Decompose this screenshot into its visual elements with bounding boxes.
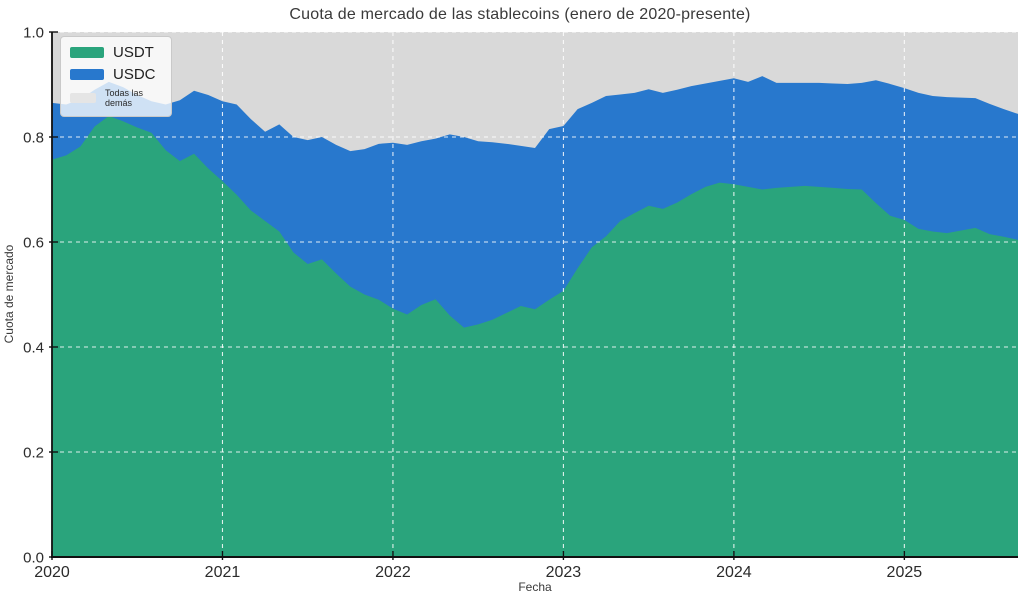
y-axis-label: Cuota de mercado: [2, 244, 16, 344]
x-tick-label: 2022: [375, 564, 411, 581]
y-tick-label: 0.6: [23, 234, 44, 251]
chart-title: Cuota de mercado de las stablecoins (ene…: [289, 6, 751, 23]
y-tick-label: 0.4: [23, 339, 44, 356]
legend: USDT USDC Todas las demás: [60, 36, 172, 117]
legend-item-others: Todas las demás: [70, 88, 162, 108]
usdc-swatch: [70, 69, 104, 80]
x-tick-label: 2021: [205, 564, 241, 581]
legend-item-usdt: USDT: [70, 44, 162, 61]
legend-label-usdt: USDT: [113, 44, 154, 61]
legend-item-usdc: USDC: [70, 66, 162, 83]
x-tick-label: 2025: [887, 564, 923, 581]
legend-label-usdc: USDC: [113, 66, 156, 83]
y-tick-label: 0.8: [23, 129, 44, 146]
x-tick-label: 2020: [34, 564, 70, 581]
usdt-area: [52, 116, 1018, 557]
y-tick-label: 1.0: [23, 24, 44, 41]
usdt-swatch: [70, 47, 104, 58]
legend-label-others: Todas las demás: [105, 88, 144, 108]
others-swatch: [70, 93, 96, 103]
x-tick-label: 2023: [546, 564, 582, 581]
y-tick-label: 0.0: [23, 549, 44, 566]
y-tick-label: 0.2: [23, 444, 44, 461]
x-tick-label: 2024: [716, 564, 752, 581]
x-axis-label: Fecha: [518, 580, 552, 594]
